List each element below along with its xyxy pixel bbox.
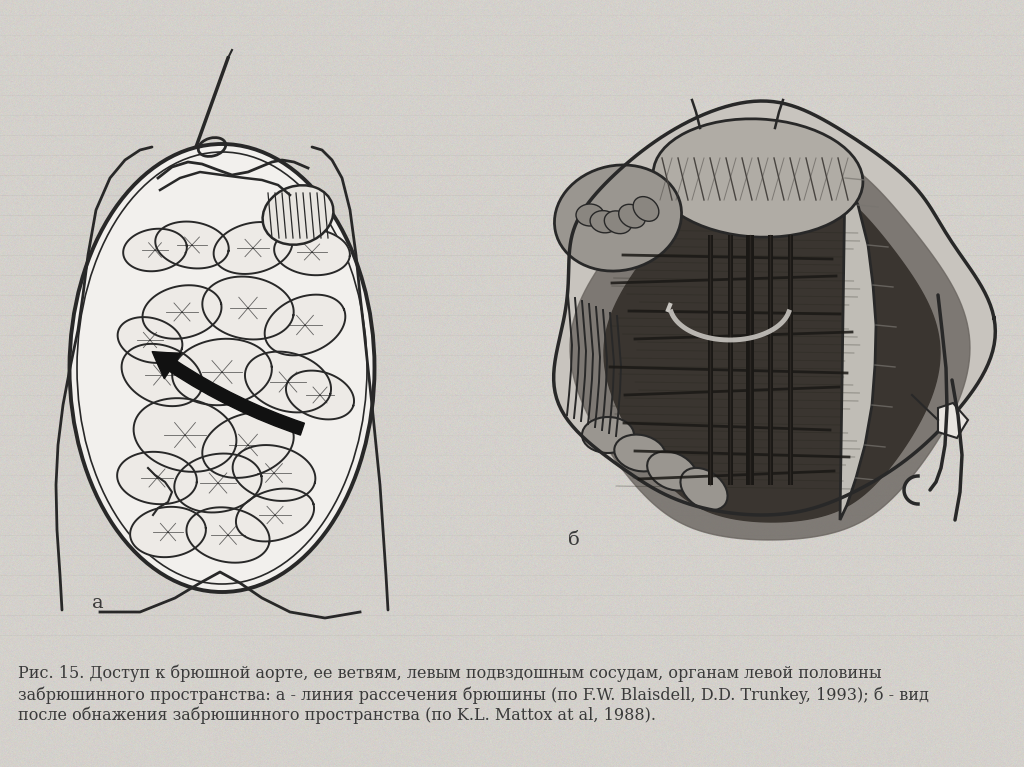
- Polygon shape: [117, 452, 197, 504]
- Polygon shape: [203, 412, 294, 478]
- Ellipse shape: [647, 452, 697, 491]
- Ellipse shape: [614, 435, 666, 472]
- Bar: [768, 235, 773, 485]
- Polygon shape: [123, 229, 186, 272]
- Text: Рис. 15. Доступ к брюшной аорте, ее ветвям, левым подвздошным сосудам, органам л: Рис. 15. Доступ к брюшной аорте, ее ветв…: [18, 665, 882, 683]
- Ellipse shape: [590, 211, 617, 233]
- Ellipse shape: [618, 204, 645, 228]
- Polygon shape: [274, 229, 350, 275]
- Bar: [728, 235, 733, 485]
- Polygon shape: [214, 222, 293, 274]
- Polygon shape: [232, 445, 315, 501]
- Polygon shape: [840, 178, 876, 520]
- Polygon shape: [122, 344, 203, 407]
- Polygon shape: [186, 507, 269, 563]
- Bar: [746, 235, 754, 485]
- Polygon shape: [236, 489, 314, 542]
- Polygon shape: [203, 277, 294, 340]
- Ellipse shape: [554, 165, 682, 271]
- Polygon shape: [245, 351, 331, 413]
- Ellipse shape: [681, 468, 727, 510]
- Polygon shape: [938, 403, 968, 438]
- Bar: [708, 235, 713, 485]
- Ellipse shape: [575, 204, 604, 226]
- Ellipse shape: [262, 186, 334, 245]
- Text: после обнажения забрюшинного пространства (по K.L. Mattox at al, 1988).: после обнажения забрюшинного пространств…: [18, 707, 656, 725]
- Ellipse shape: [582, 417, 634, 453]
- Polygon shape: [286, 370, 354, 420]
- Ellipse shape: [653, 119, 863, 237]
- Polygon shape: [142, 285, 221, 339]
- Polygon shape: [554, 101, 995, 515]
- Ellipse shape: [70, 144, 375, 592]
- Polygon shape: [604, 172, 940, 522]
- Polygon shape: [118, 317, 182, 363]
- Bar: [788, 235, 793, 485]
- Polygon shape: [133, 398, 237, 472]
- Polygon shape: [174, 453, 262, 512]
- Text: забрюшинного пространства: а - линия рассечения брюшины (по F.W. Blaisdell, D.D.: забрюшинного пространства: а - линия рас…: [18, 686, 929, 703]
- Text: a: a: [92, 594, 103, 612]
- Ellipse shape: [604, 211, 632, 234]
- Polygon shape: [172, 339, 271, 405]
- Polygon shape: [570, 140, 970, 540]
- Text: б: б: [568, 531, 580, 549]
- Polygon shape: [264, 295, 345, 355]
- Polygon shape: [156, 222, 228, 268]
- Polygon shape: [130, 507, 206, 557]
- Ellipse shape: [633, 196, 658, 221]
